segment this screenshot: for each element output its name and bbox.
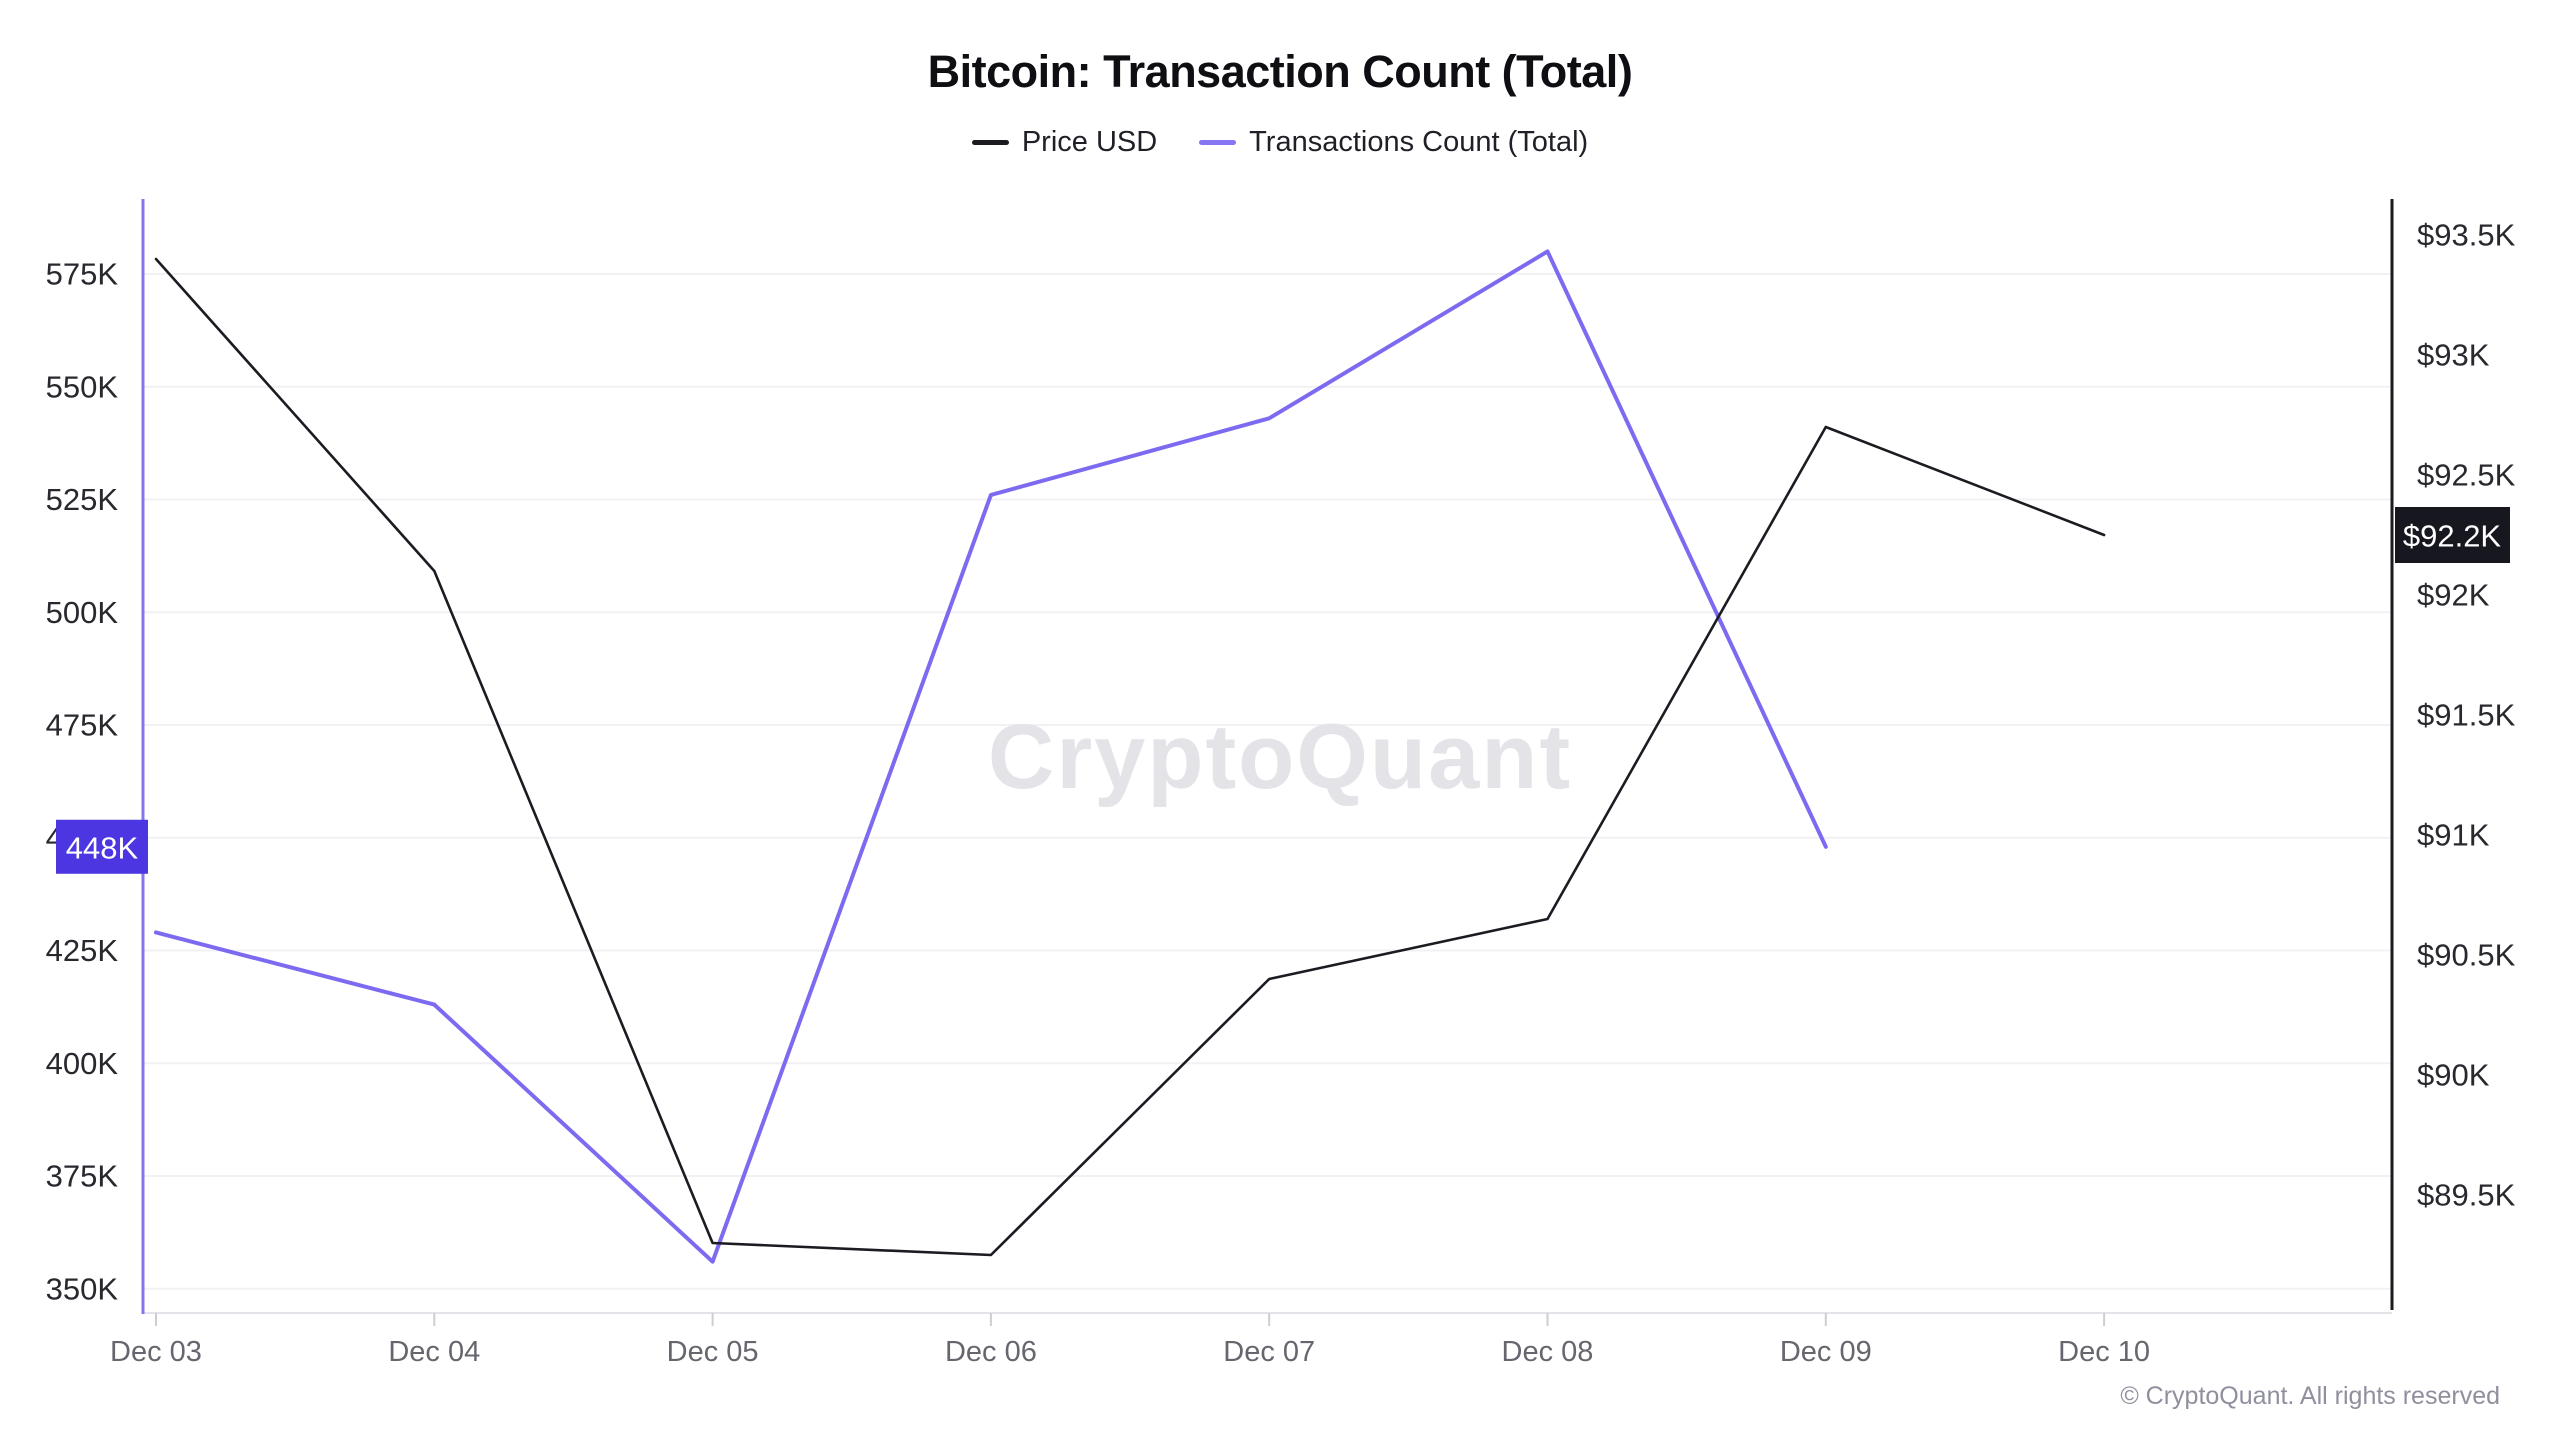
price-current-value-badge [2395,507,2510,563]
x-axis-label: Dec 03 [110,1336,202,1368]
x-axis-label: Dec 05 [667,1336,759,1368]
left-axis-label: 525K [46,482,119,517]
right-axis-label: $92.5K [2417,458,2516,493]
transactions-series-line [154,249,1828,1264]
left-axis-label: 500K [46,595,119,630]
price-current-value-label: $92.2K [2403,519,2502,554]
price-series-line [154,257,2106,1257]
transactions-current-value-label: 448K [66,830,139,865]
right-axis-label: $92K [2417,578,2490,613]
left-axis-label: 425K [46,933,119,968]
transactions-legend-label: Transactions Count (Total) [1249,126,1589,158]
right-axis-label: $90K [2417,1058,2490,1093]
chart-title: Bitcoin: Transaction Count (Total) [927,46,1633,97]
copyright-notice: © CryptoQuant. All rights reserved [2120,1382,2500,1410]
left-axis-label: 475K [46,708,119,743]
right-axis-label: $89.5K [2417,1178,2516,1213]
price-legend-label: Price USD [1021,126,1158,158]
price-legend-swatch-icon [971,140,1009,145]
right-axis-label: $93.5K [2417,218,2516,253]
right-axis-label: $91.5K [2417,698,2516,733]
transactions-legend-swatch-icon [1199,140,1237,145]
left-axis-label: 575K [46,257,119,292]
right-axis-label: $93K [2417,338,2490,373]
x-axis-label: Dec 09 [1780,1336,1872,1368]
right-axis-label: $90.5K [2417,938,2516,973]
legend-item-transactions-count[interactable]: Transactions Count (Total) [1199,126,1588,159]
x-axis-label: Dec 07 [1223,1336,1315,1368]
x-axis-label: Dec 08 [1502,1336,1594,1368]
left-axis-label: 550K [46,369,119,404]
x-axis-label: Dec 10 [2058,1336,2150,1368]
x-axis-label: Dec 06 [945,1336,1037,1368]
left-axis-label: 350K [46,1271,119,1306]
left-axis-label: 400K [46,1046,119,1081]
transactions-current-value-badge [56,819,148,874]
legend: Price USD Transactions Count (Total) [0,126,2560,159]
right-axis-label: $91K [2417,818,2490,853]
watermark-text: CryptoQuant [988,706,1572,808]
left-axis-label: 375K [46,1159,119,1194]
x-axis-label: Dec 04 [388,1336,480,1368]
legend-item-price-usd[interactable]: Price USD [971,126,1158,159]
